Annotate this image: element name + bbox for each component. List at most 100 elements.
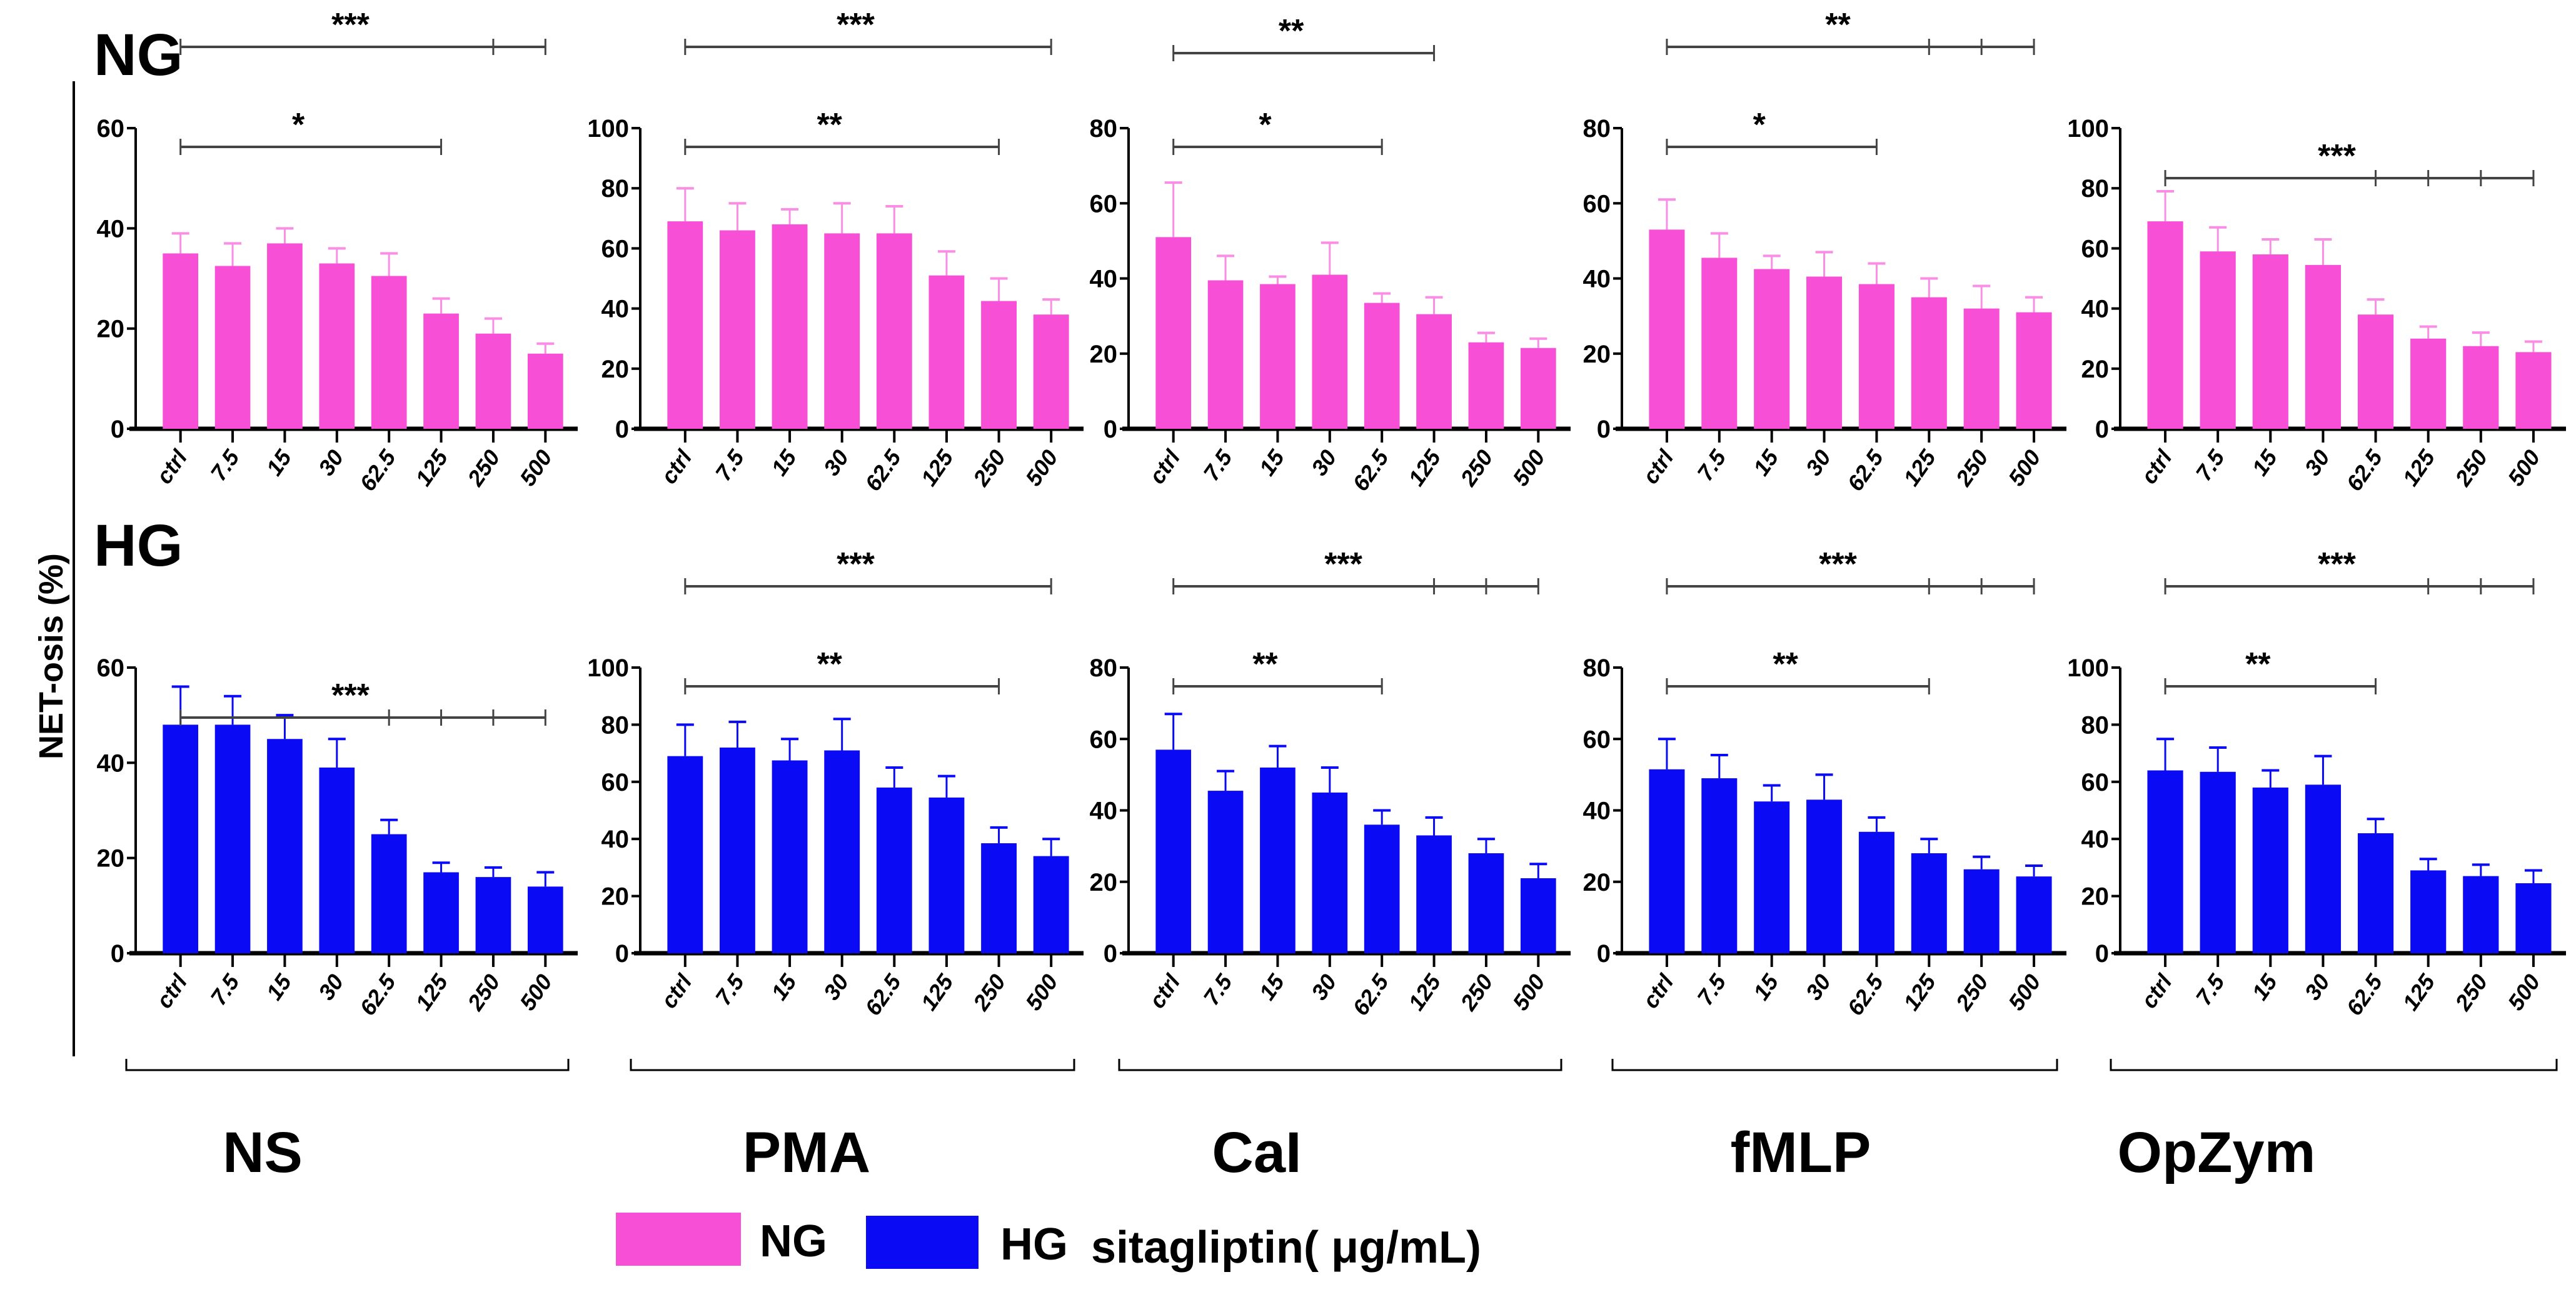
x-tick-label: 125 [1403, 969, 1446, 1015]
bar-ctrl [1155, 237, 1192, 429]
x-tick-label: 500 [1020, 445, 1063, 491]
x-tick-label: 15 [766, 969, 802, 1004]
legend-swatch-hg [866, 1216, 979, 1269]
bar-250 [1468, 853, 1504, 953]
x-tick-label: ctrl [1638, 969, 1679, 1013]
x-tick-label: 15 [261, 444, 296, 480]
bar-125 [928, 797, 965, 953]
bar-62.5 [1364, 303, 1400, 429]
x-tick-label: 62.5 [860, 969, 906, 1020]
x-tick-label: 500 [2003, 969, 2046, 1015]
x-tick-label: 15 [1748, 969, 1784, 1004]
x-tick-label: 62.5 [2341, 969, 2387, 1020]
x-tick-label: ctrl [2136, 444, 2177, 488]
bar-125 [1416, 835, 1452, 953]
x-tick-label: 250 [967, 969, 1010, 1016]
bar-250 [1468, 342, 1504, 429]
group-label-opzym: OpZym [2118, 1121, 2316, 1184]
x-tick-label: 125 [410, 969, 453, 1015]
bar-15 [2252, 787, 2288, 953]
x-tick-label: 7.5 [205, 444, 244, 485]
x-tick-label: 7.5 [1692, 969, 1731, 1009]
bar-250 [1963, 869, 2000, 953]
y-tick-label: 60 [2081, 235, 2110, 263]
bar-7.5 [720, 230, 755, 429]
x-tick-label: 500 [1507, 445, 1550, 491]
x-tick-label: 125 [2397, 969, 2440, 1015]
y-tick-label: 40 [97, 749, 125, 777]
x-tick-label: 125 [915, 969, 958, 1015]
bar-125 [423, 313, 459, 429]
bar-125 [1911, 853, 1947, 953]
significance-label: *** [2318, 546, 2356, 583]
y-tick-label: 80 [2081, 711, 2110, 739]
y-tick-label: 80 [2081, 175, 2110, 203]
bar-500 [2515, 883, 2552, 953]
group-label-cai: CaI [1212, 1121, 1301, 1184]
panel-ng-opzym: 0 20 40 60 80 100 ctrl 7.5 15 30 62.5 125 250 500 *** [2067, 115, 2566, 496]
x-tick-label: 7.5 [1198, 969, 1237, 1009]
significance-label: *** [837, 7, 875, 43]
y-tick-label: 60 [601, 235, 630, 263]
x-tick-label: 7.5 [710, 969, 750, 1009]
x-tick-label: 7.5 [2190, 444, 2230, 485]
bar-62.5 [876, 233, 912, 429]
bar-ctrl [667, 756, 703, 953]
bar-125 [2410, 338, 2447, 429]
x-tick-label: 30 [1306, 969, 1342, 1004]
x-tick-label: 30 [1306, 445, 1342, 480]
y-tick-label: 100 [587, 115, 629, 143]
y-tick-label: 60 [1090, 190, 1118, 218]
x-tick-label: ctrl [656, 444, 697, 488]
y-tick-label: 40 [1090, 798, 1118, 825]
bar-62.5 [1364, 824, 1400, 953]
bar-62.5 [2357, 833, 2394, 953]
y-tick-label: 40 [2081, 296, 2110, 323]
bar-125 [1911, 297, 1947, 429]
x-tick-label: 30 [2299, 969, 2335, 1004]
y-tick-label: 20 [1090, 341, 1118, 368]
legend-label-hg: HG [1000, 1219, 1068, 1269]
row-label-ng: NG [94, 22, 183, 88]
x-tick-label: ctrl [1144, 444, 1185, 488]
bar-15 [772, 224, 808, 429]
y-tick-label: 0 [111, 940, 124, 968]
bar-125 [928, 275, 965, 429]
bar-30 [1806, 799, 1843, 953]
significance-label: * [292, 107, 305, 143]
x-tick-label: 30 [1801, 445, 1836, 480]
x-tick-label: 62.5 [2341, 444, 2387, 496]
y-tick-label: 20 [2081, 356, 2110, 383]
x-tick-label: 500 [2003, 445, 2046, 491]
x-tick-label: 250 [2450, 969, 2493, 1016]
bar-500 [527, 353, 563, 429]
x-tick-label: 125 [2397, 444, 2440, 491]
significance-label: * [1259, 107, 1272, 143]
y-tick-label: 80 [1583, 115, 1611, 143]
group-label-fmlp: fMLP [1731, 1121, 1871, 1184]
x-tick-label: ctrl [656, 969, 697, 1013]
bar-7.5 [1207, 280, 1244, 429]
significance-label: *** [837, 546, 875, 583]
bar-ctrl [163, 253, 199, 429]
bar-125 [423, 872, 459, 953]
bar-ctrl [1155, 749, 1192, 953]
x-tick-label: 15 [1254, 444, 1289, 480]
y-tick-label: 20 [97, 316, 125, 343]
bar-500 [527, 886, 563, 953]
y-tick-label: 40 [1583, 266, 1611, 293]
x-tick-label: 30 [1801, 969, 1836, 1004]
bar-250 [981, 301, 1017, 429]
y-tick-label: 0 [615, 940, 629, 968]
y-tick-label: 0 [1104, 940, 1117, 968]
y-tick-label: 0 [111, 416, 124, 443]
y-tick-label: 60 [1583, 190, 1611, 218]
x-tick-label: 62.5 [860, 444, 906, 496]
bar-7.5 [214, 724, 251, 953]
y-tick-label: 20 [1090, 869, 1118, 896]
y-tick-label: 20 [2081, 883, 2110, 911]
